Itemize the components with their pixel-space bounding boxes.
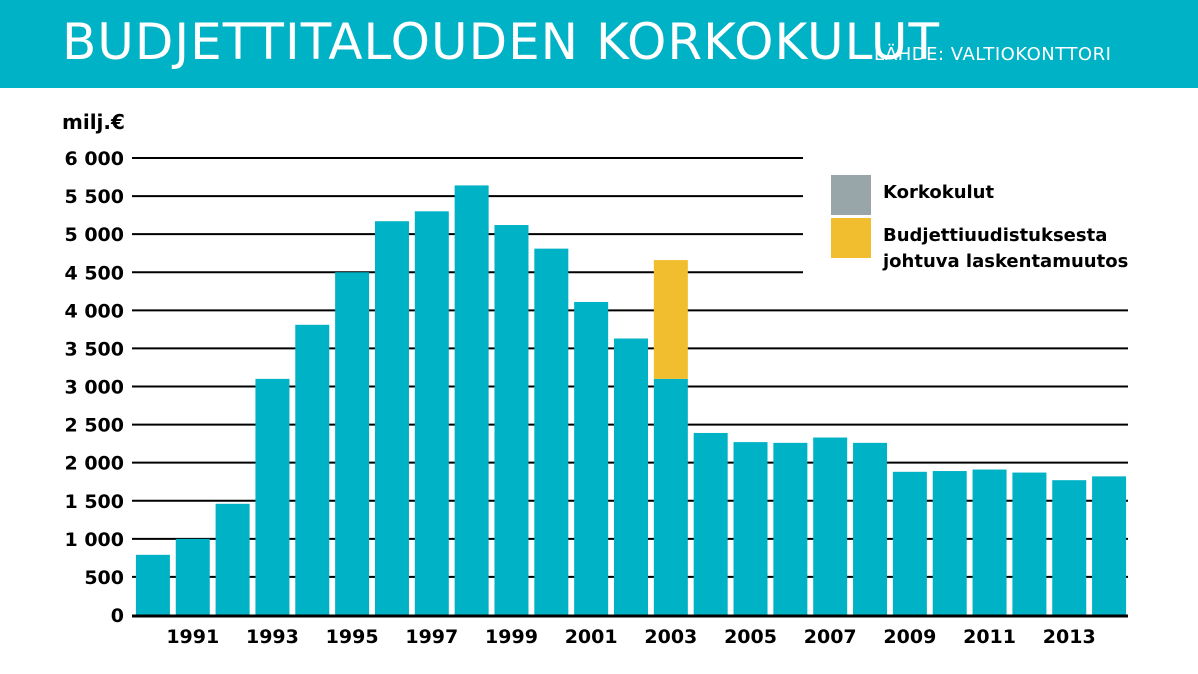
legend-label-laskentamuutos-line2: johtuva laskentamuutos <box>883 251 1129 272</box>
legend-label-laskentamuutos-line1: Budjettiuudistuksesta <box>883 225 1108 246</box>
x-tick-label: 1993 <box>246 626 299 648</box>
y-tick-label: 5 000 <box>65 224 125 246</box>
bar-korkokulut <box>892 471 927 615</box>
bar-korkokulut <box>335 272 370 615</box>
x-tick-label: 2001 <box>565 626 618 648</box>
bar-korkokulut <box>773 442 808 615</box>
bar-korkokulut <box>1052 480 1087 615</box>
legend-swatch-laskentamuutos <box>831 218 871 258</box>
bar-korkokulut <box>255 378 290 615</box>
y-tick-label: 2 000 <box>65 453 125 475</box>
bar-korkokulut <box>733 442 768 615</box>
legend-label-korkokulut: Korkokulut <box>883 182 995 203</box>
y-tick-label: 1 000 <box>65 529 125 551</box>
bar-laskentamuutos <box>653 260 688 379</box>
bar-korkokulut <box>454 185 489 616</box>
y-tick-label: 3 500 <box>65 338 125 360</box>
bar-korkokulut <box>494 225 529 615</box>
y-tick-label: 0 <box>111 605 124 627</box>
x-tick-label: 2009 <box>883 626 936 648</box>
bar-korkokulut <box>1012 472 1047 615</box>
bar-korkokulut <box>614 338 648 615</box>
header-banner: BUDJETTITALOUDEN KORKOKULUT LÄHDE: VALTI… <box>0 0 1198 88</box>
x-tick-label: 1999 <box>485 626 538 648</box>
bar-korkokulut <box>1092 476 1127 615</box>
bar-korkokulut <box>414 211 449 616</box>
bar-korkokulut <box>135 554 170 615</box>
bar-korkokulut <box>972 469 1007 615</box>
bar-korkokulut <box>693 432 728 615</box>
y-tick-label: 3 000 <box>65 377 125 399</box>
x-tick-label: 2011 <box>963 626 1016 648</box>
bar-korkokulut <box>813 437 848 615</box>
bar-korkokulut <box>175 538 210 615</box>
y-tick-label: 1 500 <box>65 491 125 513</box>
x-tick-label: 2003 <box>644 626 697 648</box>
bar-korkokulut <box>374 221 409 616</box>
x-tick-label: 1997 <box>405 626 458 648</box>
bar-korkokulut <box>853 442 888 615</box>
y-tick-label: 2 500 <box>65 415 125 437</box>
x-tick-label: 1995 <box>326 626 379 648</box>
bar-korkokulut <box>653 378 688 615</box>
y-tick-label: 4 000 <box>65 300 125 322</box>
y-tick-label: 4 500 <box>65 262 125 284</box>
y-tick-label: 5 500 <box>65 186 125 208</box>
bar-korkokulut <box>534 248 569 615</box>
y-axis-unit: milj.€ <box>62 110 125 134</box>
bar-korkokulut <box>574 301 609 615</box>
bar-korkokulut <box>215 503 250 615</box>
y-tick-label: 6 000 <box>65 148 125 170</box>
x-tick-label: 2007 <box>804 626 857 648</box>
source-label: LÄHDE: VALTIOKONTTORI <box>874 44 1112 65</box>
y-tick-label: 500 <box>84 567 124 589</box>
chart-title: BUDJETTITALOUDEN KORKOKULUT <box>62 13 941 71</box>
x-tick-label: 2005 <box>724 626 777 648</box>
x-tick-label: 2013 <box>1043 626 1096 648</box>
legend-swatch-korkokulut <box>831 175 871 215</box>
bar-korkokulut <box>295 324 330 615</box>
bar-korkokulut <box>932 471 967 615</box>
x-tick-label: 1991 <box>166 626 219 648</box>
